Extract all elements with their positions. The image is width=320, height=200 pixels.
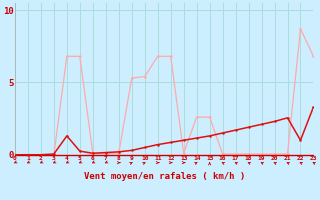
X-axis label: Vent moyen/en rafales ( km/h ): Vent moyen/en rafales ( km/h ) <box>84 172 245 181</box>
